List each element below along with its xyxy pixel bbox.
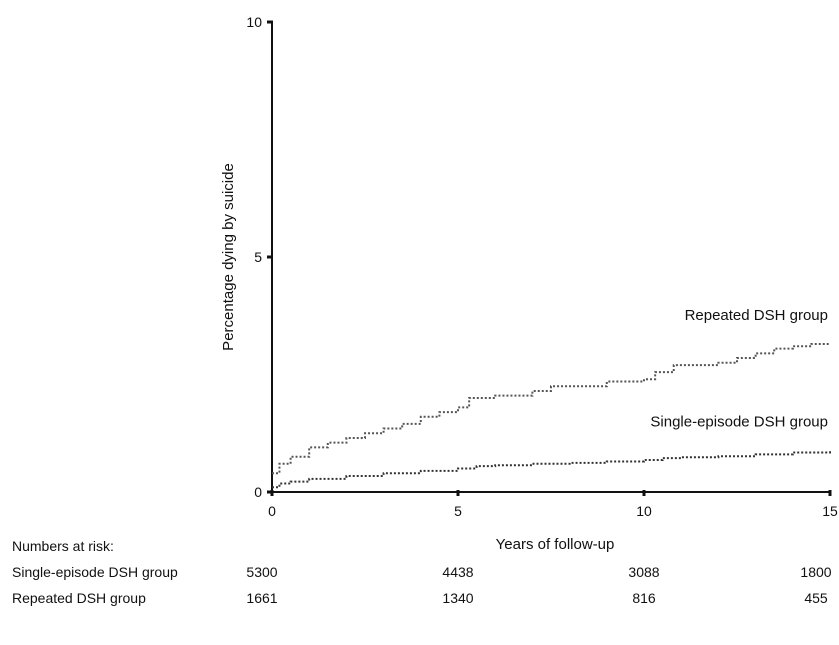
series-line-repeated	[272, 342, 830, 475]
x-tick-label: 15	[822, 503, 838, 519]
x-tick-label: 10	[636, 503, 652, 519]
x-axis-title: Years of follow-up	[496, 536, 615, 553]
risk-value: 5300	[246, 564, 277, 580]
risk-value: 1661	[246, 590, 277, 606]
series-label-single: Single-episode DSH group	[650, 414, 828, 431]
risk-row-label: Repeated DSH group	[12, 590, 146, 606]
risk-value: 1800	[800, 564, 831, 580]
numbers-at-risk-header: Numbers at risk:	[12, 538, 114, 554]
y-tick-label: 5	[254, 249, 262, 265]
y-axis-title: Percentage dying by suicide	[220, 163, 237, 351]
x-ticks: 0 5 10 15	[268, 490, 838, 519]
risk-value: 4438	[442, 564, 473, 580]
risk-value: 3088	[628, 564, 659, 580]
y-ticks: 0 5 10	[246, 14, 273, 500]
y-tick-label: 0	[254, 484, 262, 500]
series-layer: Repeated DSH group Single-episode DSH gro…	[272, 307, 831, 489]
risk-value: 816	[632, 590, 656, 606]
series-line-single	[272, 450, 831, 489]
x-tick-label: 5	[454, 503, 462, 519]
numbers-at-risk-table: Numbers at risk: Single-episode DSH grou…	[12, 538, 832, 606]
y-tick-label: 10	[246, 14, 262, 30]
risk-row-label: Single-episode DSH group	[12, 564, 178, 580]
series-label-repeated: Repeated DSH group	[685, 307, 828, 324]
risk-value: 455	[804, 590, 828, 606]
x-tick-label: 0	[268, 503, 276, 519]
risk-value: 1340	[442, 590, 473, 606]
